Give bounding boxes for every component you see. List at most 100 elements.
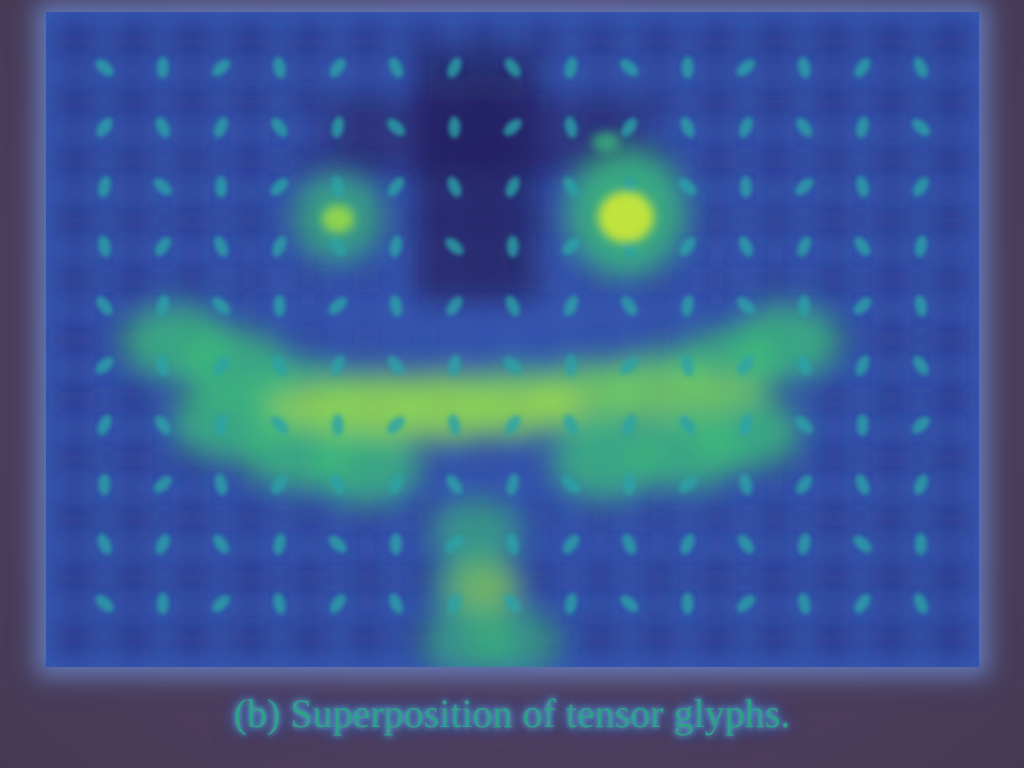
dark-cell [871, 20, 912, 63]
dark-cell [754, 616, 796, 659]
tensor-glyph [620, 59, 639, 77]
dark-cell [579, 20, 621, 63]
tensor-glyph [153, 178, 172, 196]
tensor-glyph [796, 117, 813, 137]
figure-caption: (b) Superposition of tensor glyphs. [233, 691, 791, 736]
tensor-glyph [447, 57, 462, 79]
tensor-glyph [273, 294, 286, 317]
dark-cell [521, 497, 563, 539]
dark-cell [54, 616, 96, 659]
tensor-glyph [856, 116, 869, 139]
tensor-glyph [155, 116, 170, 138]
tensor-glyph [445, 237, 464, 256]
dark-cell [696, 199, 738, 242]
dark-cell [171, 259, 213, 301]
dark-cell [871, 616, 912, 659]
dark-cell [521, 318, 563, 361]
tensor-glyph [214, 236, 229, 257]
dark-cell [462, 318, 504, 361]
dark-cell [54, 259, 96, 301]
tensor-glyph [271, 474, 288, 495]
tensor-glyph [504, 415, 521, 435]
tensor-glyph [913, 57, 928, 79]
tensor-glyph [681, 56, 694, 79]
dark-cell [287, 616, 329, 659]
tensor-glyph [330, 474, 345, 495]
tensor-glyph [855, 355, 870, 376]
tensor-glyph [506, 533, 519, 555]
dark-cell [871, 80, 912, 123]
dark-cell [171, 140, 213, 182]
tensor-glyph [270, 178, 289, 196]
dark-cell [171, 80, 213, 123]
dark-cell [171, 199, 213, 242]
tensor-glyph [679, 236, 696, 256]
tensor-glyph [97, 533, 112, 555]
tensor-glyph [386, 118, 406, 136]
dark-cell [229, 80, 271, 123]
tensor-glyph [211, 59, 231, 77]
tensor-glyph [215, 175, 228, 198]
tensor-glyph [389, 235, 403, 258]
dark-cell [54, 140, 96, 182]
tensor-glyph [387, 355, 405, 376]
dark-cell [696, 497, 738, 539]
tensor-glyph [388, 474, 404, 495]
tensor-glyph [563, 414, 579, 436]
tensor-glyph [504, 58, 521, 78]
dark-cell [871, 497, 912, 539]
tensor-glyph [913, 593, 928, 614]
tensor-glyph [331, 414, 344, 436]
dark-cell [637, 20, 679, 63]
dark-cell [579, 497, 621, 539]
tensor-glyph [214, 414, 228, 436]
tensor-glyph [856, 414, 869, 436]
tensor-glyph [154, 236, 171, 256]
tensor-glyph [504, 594, 521, 614]
dark-cell [171, 616, 213, 659]
tensor-glyph [386, 416, 406, 434]
dark-cell [229, 140, 271, 182]
tensor-glyph [798, 294, 811, 317]
tensor-glyph [156, 295, 170, 317]
dark-cell [812, 140, 854, 182]
dark-cell [346, 556, 388, 599]
tensor-glyph [448, 116, 461, 139]
tensor-glyph [448, 414, 461, 436]
dark-cell [696, 20, 738, 63]
dark-cell [287, 140, 329, 182]
tensor-glyph [156, 56, 169, 79]
dark-cell [113, 437, 154, 480]
dark-cell [229, 556, 271, 599]
tensor-glyph [506, 235, 519, 258]
tensor-glyph [446, 474, 463, 495]
tensor-glyph [273, 56, 286, 79]
tensor-glyph [330, 355, 345, 376]
tensor-glyph [853, 535, 872, 553]
dark-cell [637, 556, 679, 599]
dark-cell [287, 259, 329, 301]
tensor-glyph [505, 176, 520, 198]
tensor-glyph-dots [95, 56, 931, 615]
dark-cell [871, 140, 912, 182]
dark-cell [287, 20, 329, 63]
left-eye-peak [322, 205, 354, 233]
tensor-glyph [621, 117, 638, 137]
dark-cell [696, 140, 738, 182]
dark-cell [929, 140, 971, 182]
dark-cell [113, 259, 154, 301]
dark-cell [754, 20, 796, 63]
dark-cell [113, 616, 154, 659]
tensor-glyph [95, 594, 114, 613]
dark-cell [812, 378, 854, 420]
tensor-glyph [448, 354, 461, 377]
dark-cell [871, 437, 912, 480]
dark-cell [812, 199, 854, 242]
tensor-glyph [911, 118, 931, 136]
tensor-glyph [739, 473, 753, 496]
tensor-glyph [213, 355, 230, 376]
tensor-glyph [854, 594, 871, 614]
dark-cell [346, 616, 388, 659]
dark-cell [229, 497, 271, 539]
dark-cell [696, 259, 738, 301]
